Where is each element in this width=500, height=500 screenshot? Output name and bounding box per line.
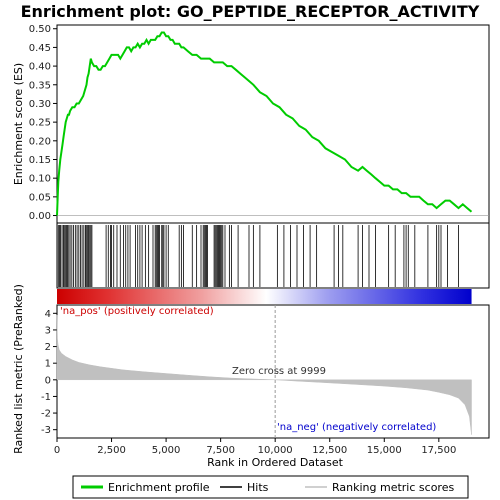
metric-y-tick-label: 4 [45, 309, 51, 320]
metric-y-tick-label: -3 [41, 425, 51, 436]
metric-y-axis: -3 -2 -1 0 1 2 3 4 [41, 309, 57, 436]
na-neg-label: 'na_neg' (negatively correlated) [277, 422, 436, 433]
es-y-tick-label: 0.05 [29, 192, 51, 203]
x-axis: 0 2,500 5,000 7,500 10,000 12,500 15,000 17,500 [54, 438, 456, 456]
x-tick-label: 10,000 [258, 445, 293, 456]
metric-y-tick-label: -1 [41, 392, 51, 403]
legend-label: Hits [247, 481, 269, 494]
metric-y-label: Ranked list metric (PreRanked) [12, 284, 25, 454]
es-y-tick-label: 0.35 [29, 80, 51, 91]
es-y-tick-label: 0.00 [29, 211, 51, 222]
legend-box [72, 475, 469, 499]
legend-label: Enrichment profile [108, 481, 210, 494]
x-tick-label: 7,500 [206, 445, 235, 456]
es-y-tick-label: 0.50 [29, 24, 51, 35]
rank-color-bar-fill [57, 289, 472, 304]
metric-y-tick-label: 2 [45, 342, 51, 353]
metric-y-tick-label: 3 [45, 325, 51, 336]
x-axis-label: Rank in Ordered Dataset [207, 456, 344, 469]
x-tick-label: 2,500 [97, 445, 126, 456]
x-tick-label: 15,000 [367, 445, 402, 456]
ranking-metric-area [56, 305, 472, 438]
zero-cross-label: Zero cross at 9999 [232, 366, 326, 377]
es-y-tick-label: 0.40 [29, 62, 51, 73]
x-tick-label: 17,500 [421, 445, 456, 456]
legend-label: Ranking metric scores [332, 481, 454, 494]
es-y-tick-label: 0.25 [29, 118, 51, 129]
es-y-tick-label: 0.30 [29, 99, 51, 110]
legend: Enrichment profile Hits Ranking metric sco… [81, 481, 454, 494]
na-pos-label: 'na_pos' (positively correlated) [60, 306, 214, 317]
x-tick-label: 5,000 [152, 445, 181, 456]
es-y-label: Enrichment score (ES) [12, 63, 25, 185]
es-y-tick-label: 0.15 [29, 155, 51, 166]
metric-y-tick-label: -2 [41, 409, 51, 420]
es-y-tick-label: 0.10 [29, 174, 51, 185]
x-tick-label: 12,500 [312, 445, 347, 456]
enrichment-profile [56, 31, 473, 216]
hits-panel [56, 225, 459, 287]
es-y-tick-label: 0.45 [29, 43, 51, 54]
x-tick-label: 0 [54, 445, 60, 456]
es-y-tick-label: 0.20 [29, 136, 51, 147]
hits-panel-frame [56, 222, 490, 289]
enrichment-profile-line [56, 31, 473, 216]
metric-y-tick-label: 0 [45, 375, 51, 386]
ranking-metric-fill [56, 314, 472, 435]
metric-y-tick-label: 1 [45, 359, 51, 370]
chart-title: Enrichment plot: GO_PEPTIDE_RECEPTOR_ACT… [21, 2, 480, 21]
rank-color-bar [57, 289, 472, 304]
es-y-axis: 0.00 0.05 0.10 0.15 0.20 0.25 0.30 0.35 0.40 0.45… [29, 24, 489, 222]
